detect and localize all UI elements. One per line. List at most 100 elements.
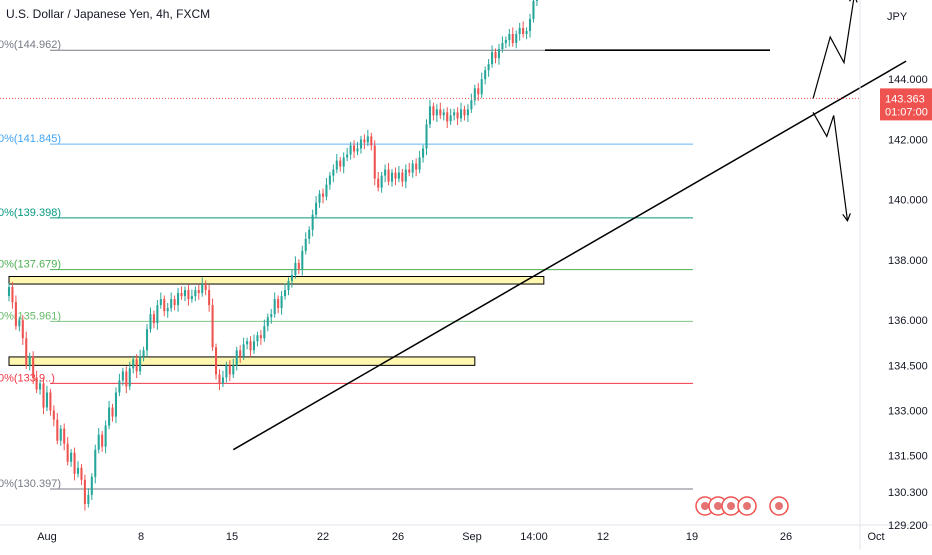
candle-body: [273, 299, 276, 315]
candle-body: [142, 350, 145, 357]
fib-level-label: 0%(133.9..): [0, 372, 55, 384]
candle-body: [315, 202, 318, 215]
candle-body: [297, 262, 300, 269]
candle-body: [456, 112, 459, 119]
candle-body: [214, 347, 218, 375]
event-flag-dot: [727, 502, 735, 510]
candle-body: [228, 365, 231, 375]
candle-body: [121, 371, 124, 381]
event-flag-dot: [701, 502, 709, 510]
candle-body: [422, 148, 425, 158]
price-tick-label: 134.500: [888, 360, 928, 372]
candle-body: [359, 139, 362, 149]
candle-body: [201, 284, 204, 294]
candle-body: [373, 145, 376, 179]
candle-body: [83, 479, 86, 504]
candle-body: [415, 163, 418, 170]
candle-body: [442, 112, 445, 116]
candle-body: [349, 145, 352, 155]
candle-body: [418, 157, 421, 170]
candle-body: [284, 290, 287, 297]
candle-body: [166, 308, 169, 312]
candle-body: [532, 0, 535, 19]
projection-up-arrow: [812, 0, 855, 99]
candle-body: [473, 88, 476, 101]
fib-level-label: 0%(135.961): [0, 310, 61, 322]
candle-body: [187, 290, 190, 300]
fib-level-label: 0%(137.679): [0, 259, 61, 271]
candle-body: [194, 290, 197, 297]
candle-body: [463, 109, 466, 116]
candle-body: [7, 287, 11, 297]
candle-body: [208, 290, 211, 306]
candle-body: [280, 296, 283, 309]
projection-down-arrow-arrowhead: [842, 213, 851, 223]
candle-body: [370, 136, 373, 146]
time-tick-label: Oct: [867, 531, 884, 543]
candle-body: [59, 428, 62, 441]
candle-body: [342, 157, 345, 167]
candle-body: [80, 467, 83, 480]
candle-body: [152, 314, 155, 324]
candle-body: [321, 193, 325, 197]
candle-body: [477, 88, 480, 95]
candle-body: [449, 115, 452, 122]
candle-body: [21, 320, 24, 339]
candle-body: [259, 335, 262, 339]
candle-body: [511, 34, 514, 44]
candle-body: [394, 172, 397, 179]
candle-body: [408, 169, 411, 173]
candle-body: [470, 100, 473, 110]
candle-body: [308, 229, 311, 239]
candle-body: [42, 383, 45, 408]
candle-body: [377, 178, 380, 188]
candle-body: [428, 106, 431, 125]
candle-body: [111, 407, 114, 417]
candle-body: [287, 281, 290, 291]
candle-body: [518, 28, 521, 35]
candle-body: [515, 34, 518, 44]
candle-body: [135, 359, 138, 372]
candle-body: [242, 344, 245, 357]
trendline: [232, 60, 907, 451]
candle-body: [522, 28, 525, 35]
time-tick-label: 8: [138, 531, 144, 543]
support-zone: [8, 356, 476, 366]
candle-body: [366, 136, 369, 143]
candle-body: [49, 392, 52, 411]
price-tick-label: 130.300: [888, 487, 928, 499]
candle-body: [497, 49, 501, 59]
price-tag-countdown: 01:07:00: [885, 106, 928, 118]
candle-body: [190, 296, 193, 300]
candle-body: [132, 359, 135, 369]
candle-body: [246, 341, 249, 345]
candle-body: [466, 109, 469, 116]
candle-body: [14, 302, 17, 327]
candle-body: [235, 350, 238, 366]
candle-body: [39, 383, 42, 390]
price-tick-label: 129.200: [888, 520, 928, 532]
time-tick-label: 26: [780, 531, 792, 543]
candle-body: [218, 374, 221, 384]
candle-body: [32, 356, 35, 378]
candle-body: [263, 326, 266, 339]
candle-body: [94, 449, 97, 477]
candle-body: [311, 214, 314, 230]
projection-down-arrow: [812, 112, 849, 221]
candle-body: [339, 160, 342, 167]
candle-body: [387, 169, 390, 182]
candle-body: [397, 172, 400, 179]
candle-body: [249, 341, 252, 351]
fib-level-label: 0%(130.397): [0, 478, 61, 490]
candle-body: [439, 109, 442, 116]
time-tick-label: 15: [226, 531, 238, 543]
candle-body: [404, 169, 407, 182]
candle-body: [266, 317, 269, 327]
candle-body: [73, 452, 76, 474]
candle-body: [145, 329, 149, 351]
candle-body: [35, 377, 38, 390]
candle-body: [328, 175, 331, 185]
candle-body: [525, 31, 528, 35]
